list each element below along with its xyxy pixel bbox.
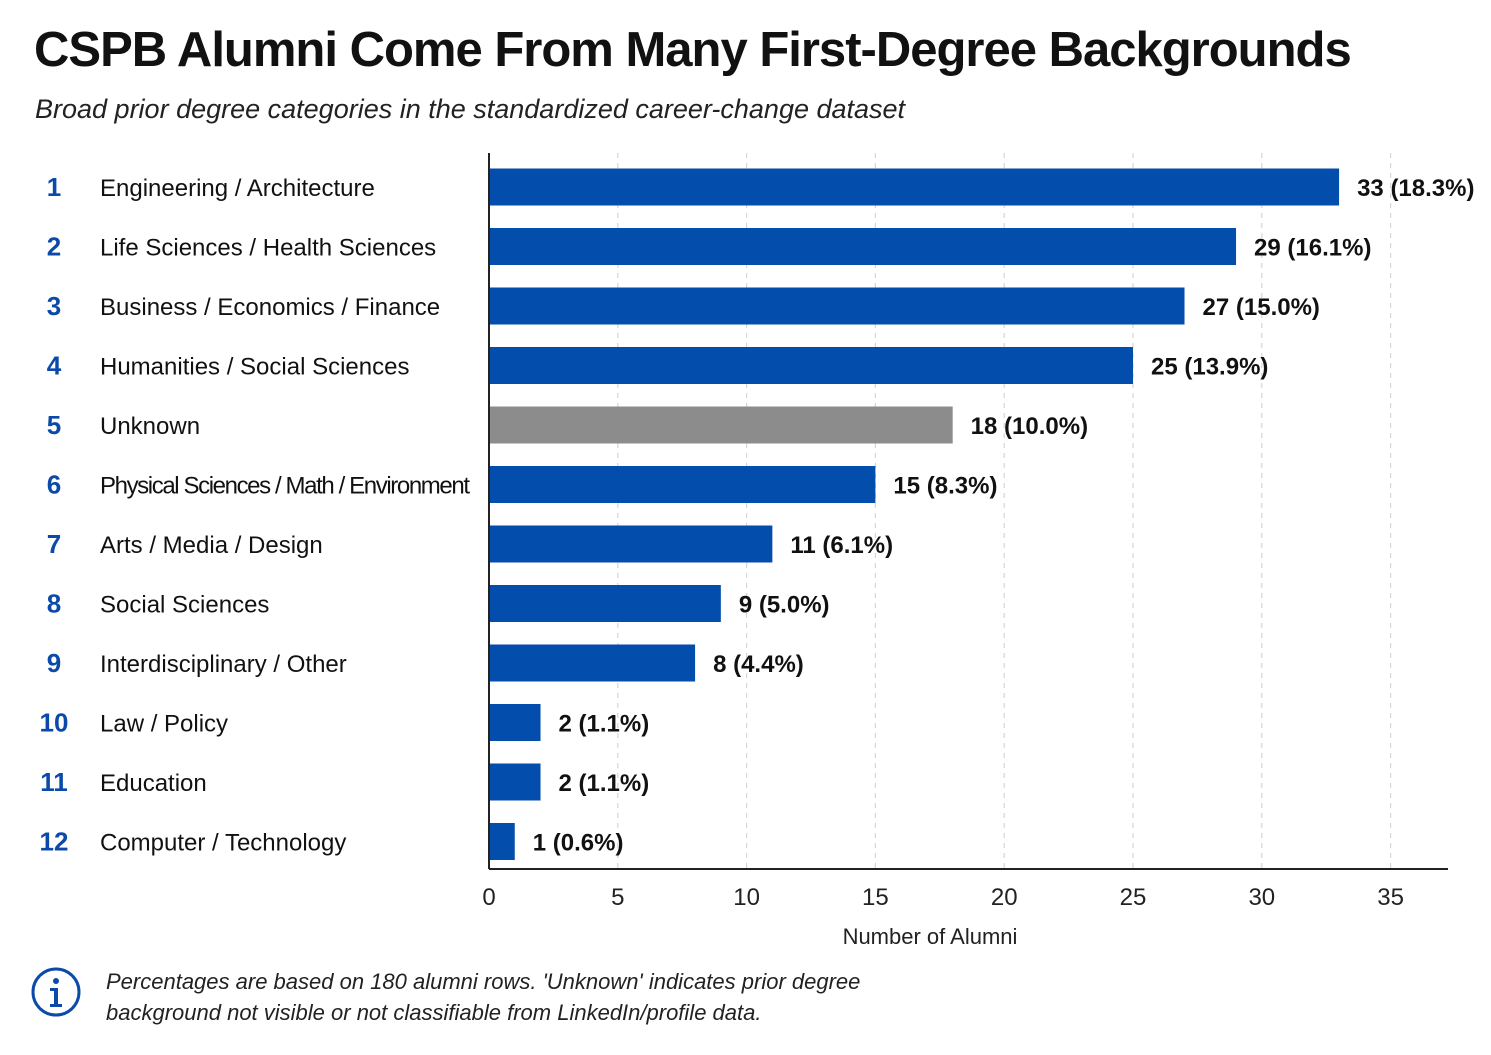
rank-number: 9 — [47, 648, 61, 678]
bar — [489, 287, 1185, 325]
category-label: Unknown — [100, 413, 200, 440]
x-tick-label: 15 — [862, 884, 889, 911]
rank-number: 11 — [40, 767, 68, 797]
x-axis-label: Number of Alumni — [843, 924, 1018, 949]
data-label: 33 (18.3%) — [1357, 175, 1474, 202]
data-label: 11 (6.1%) — [790, 532, 893, 559]
bar — [489, 347, 1133, 384]
bar — [489, 406, 953, 444]
data-label: 25 (13.9%) — [1151, 354, 1268, 381]
x-tick-label: 20 — [991, 884, 1018, 911]
category-label: Engineering / Architecture — [100, 175, 375, 202]
rank-number: 12 — [40, 827, 69, 857]
bar — [489, 585, 721, 622]
data-label: 27 (15.0%) — [1203, 294, 1320, 321]
data-label: 2 (1.1%) — [559, 711, 650, 738]
rank-number: 6 — [47, 470, 61, 500]
data-label: 29 (16.1%) — [1254, 235, 1371, 262]
x-tick-label: 0 — [482, 884, 495, 911]
category-label: Education — [100, 770, 207, 797]
category-label: Social Sciences — [100, 592, 269, 619]
x-tick-label: 35 — [1377, 884, 1404, 911]
chart-title: CSPB Alumni Come From Many First-Degree … — [34, 23, 1352, 77]
category-label: Computer / Technology — [100, 830, 346, 857]
bar — [489, 763, 541, 801]
footnote: Percentages are based on 180 alumni rows… — [106, 969, 861, 1025]
chart-subtitle: Broad prior degree categories in the sta… — [35, 94, 906, 124]
info-icon — [31, 967, 81, 1017]
rank-number: 8 — [47, 589, 61, 619]
rank-number: 1 — [47, 172, 61, 202]
data-label: 18 (10.0%) — [971, 413, 1088, 440]
data-label: 2 (1.1%) — [559, 770, 650, 797]
rank-number: 10 — [40, 708, 69, 738]
x-tick-label: 10 — [733, 884, 760, 911]
category-label: Arts / Media / Design — [100, 532, 323, 559]
data-label: 9 (5.0%) — [739, 592, 830, 619]
data-label: 15 (8.3%) — [893, 473, 997, 500]
category-label: Law / Policy — [100, 711, 228, 738]
rank-number: 4 — [47, 351, 62, 381]
rank-number: 3 — [47, 291, 61, 321]
data-label: 8 (4.4%) — [713, 651, 804, 678]
rank-number: 7 — [47, 529, 61, 559]
bar — [489, 525, 773, 563]
bar — [489, 228, 1237, 265]
category-label: Interdisciplinary / Other — [100, 651, 347, 678]
data-label: 1 (0.6%) — [533, 830, 624, 857]
rank-number: 2 — [47, 232, 61, 262]
x-tick-label: 25 — [1120, 884, 1147, 911]
category-label: Humanities / Social Sciences — [100, 354, 409, 381]
bar — [489, 168, 1340, 206]
bar — [489, 644, 696, 682]
category-label: Physical Sciences / Math / Environment — [100, 473, 470, 500]
x-tick-label: 30 — [1248, 884, 1275, 911]
bar — [489, 704, 541, 741]
category-label: Business / Economics / Finance — [100, 294, 440, 321]
bar — [489, 823, 515, 860]
bar — [489, 466, 876, 503]
rank-number: 5 — [47, 410, 61, 440]
x-tick-label: 5 — [611, 884, 624, 911]
category-label: Life Sciences / Health Sciences — [100, 235, 436, 262]
